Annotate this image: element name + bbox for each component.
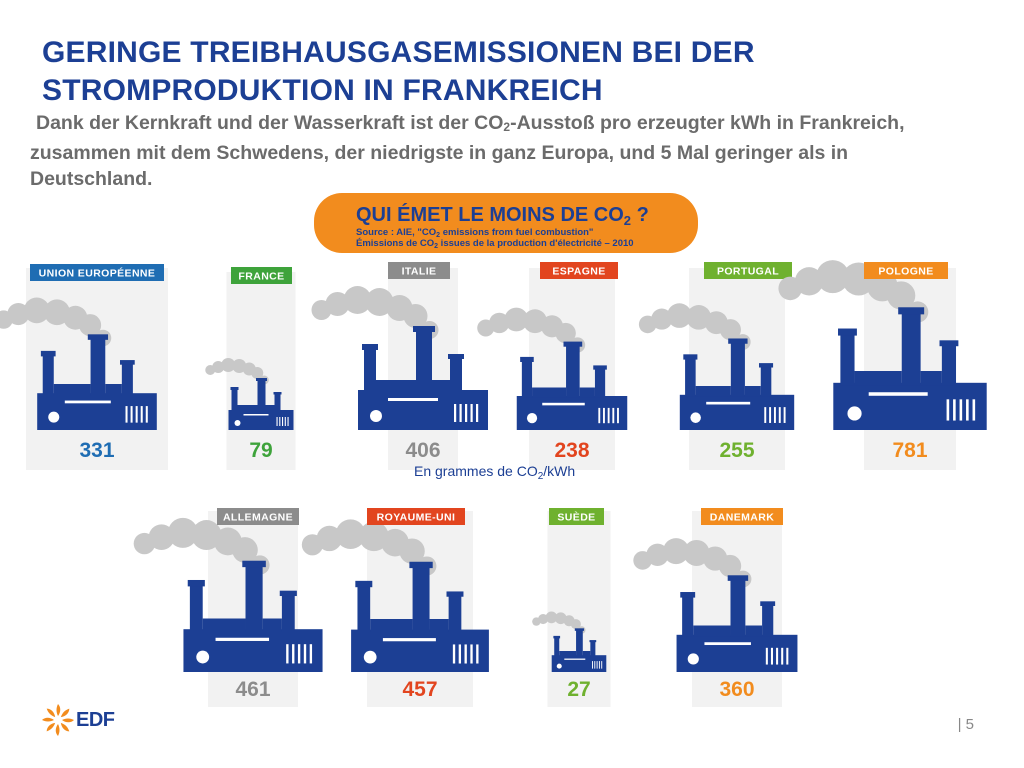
countries-layer: UNION EUROPÉENNE 331 FRANCE 79 ITALIE 406 ESPA…	[0, 260, 987, 707]
subtitle-co2-sub: 2	[503, 120, 511, 134]
factory-icon	[351, 561, 489, 672]
country-tag-background	[217, 508, 299, 525]
smoke-cloud	[0, 297, 112, 347]
country-tag-label: ITALIE	[402, 266, 437, 278]
country-8: ROYAUME-UNI 457	[301, 508, 489, 707]
country-emission-value: 331	[79, 439, 114, 462]
country-emission-value: 461	[235, 678, 270, 701]
factory-icon	[37, 334, 157, 430]
country-1: UNION EUROPÉENNE 331	[0, 264, 168, 470]
country-10: DANEMARK 360	[633, 508, 798, 707]
country-tag-label: ALLEMAGNE	[223, 512, 293, 524]
smoke-cloud	[633, 538, 752, 588]
factory-icon	[833, 307, 987, 430]
slide-title-line1: GERINGE TREIBHAUSGASEMISSIONEN BEI DER	[42, 36, 755, 69]
country-tag-background	[701, 508, 783, 525]
country-tag-background	[231, 267, 292, 284]
banner-title: QUI ÉMET LE MOINS DE CO2 ?	[356, 203, 649, 228]
country-7: ALLEMAGNE 461	[133, 508, 323, 707]
country-9: SUÈDE 27	[532, 508, 611, 707]
page-number: | 5	[958, 716, 974, 733]
smoke-cloud	[133, 517, 270, 575]
country-emission-value: 360	[719, 678, 754, 701]
page-separator: |	[957, 716, 962, 733]
banner-source-line2: Émissions de CO2 issues de la production…	[356, 238, 634, 250]
country-tag-background	[367, 508, 465, 525]
country-tag-background	[540, 262, 618, 279]
country-emission-value: 255	[719, 439, 754, 462]
country-emission-value: 781	[892, 439, 927, 462]
subtitle-text-end: -Ausstoß pro erzeugter kWh in Frankreich…	[30, 112, 905, 190]
country-tag-label: ESPAGNE	[552, 266, 605, 278]
country-tag-label: FRANCE	[238, 271, 284, 283]
factory-icon	[183, 560, 323, 672]
country-tag-background	[704, 262, 792, 279]
smoke-cloud	[532, 611, 586, 634]
country-5: PORTUGAL 255	[638, 262, 795, 470]
country-6: POLOGNE 781	[778, 260, 987, 470]
country-tag-label: SUÈDE	[557, 511, 595, 524]
country-emission-value: 79	[249, 439, 272, 462]
factory-icon	[516, 341, 628, 430]
country-emission-value: 27	[567, 678, 590, 701]
slide-title: GERINGE TREIBHAUSGASEMISSIONEN BEI DER S…	[42, 34, 942, 110]
edf-logo-icon	[42, 704, 74, 736]
country-tag-label: ROYAUME-UNI	[377, 512, 456, 524]
factory-icon	[358, 326, 488, 430]
country-emission-value: 406	[405, 439, 440, 462]
banner: QUI ÉMET LE MOINS DE CO2 ? Source : AIE,…	[314, 193, 698, 253]
factory-icon	[676, 575, 798, 672]
country-tag-background	[864, 262, 948, 279]
country-4: ESPAGNE 238	[477, 262, 628, 470]
factory-icon	[679, 338, 795, 430]
country-tag-label: POLOGNE	[878, 266, 933, 278]
country-tag-background	[549, 508, 604, 525]
subtitle-text-start: Dank der Kernkraft und der Wasserkraft i…	[36, 112, 504, 134]
country-tag-label: PORTUGAL	[717, 266, 779, 278]
country-tag-label: DANEMARK	[710, 512, 774, 524]
country-panel	[547, 511, 611, 707]
unit-label: En grammes de CO2/kWh	[414, 463, 575, 482]
country-2: FRANCE 79	[205, 267, 296, 470]
country-tag-background	[30, 264, 164, 281]
country-tag-background	[388, 262, 450, 279]
edf-logo-text: EDF	[76, 709, 115, 731]
banner-background	[314, 193, 698, 253]
country-tag-label: UNION EUROPÉENNE	[39, 267, 156, 280]
slide-title-line2: STROMPRODUKTION IN FRANKREICH	[42, 74, 603, 107]
factory-icon	[551, 628, 607, 672]
smoke-cloud	[638, 303, 751, 350]
factory-icon	[228, 378, 294, 430]
page-number-value: 5	[965, 716, 974, 733]
country-emission-value: 238	[554, 439, 589, 462]
slide-subtitle: Dank der Kernkraft und der Wasserkraft i…	[30, 110, 970, 192]
country-3: ITALIE 406	[311, 262, 488, 470]
banner-source-line1: Source : AIE, "CO2 emissions from fuel c…	[356, 227, 593, 239]
country-emission-value: 457	[402, 678, 437, 701]
